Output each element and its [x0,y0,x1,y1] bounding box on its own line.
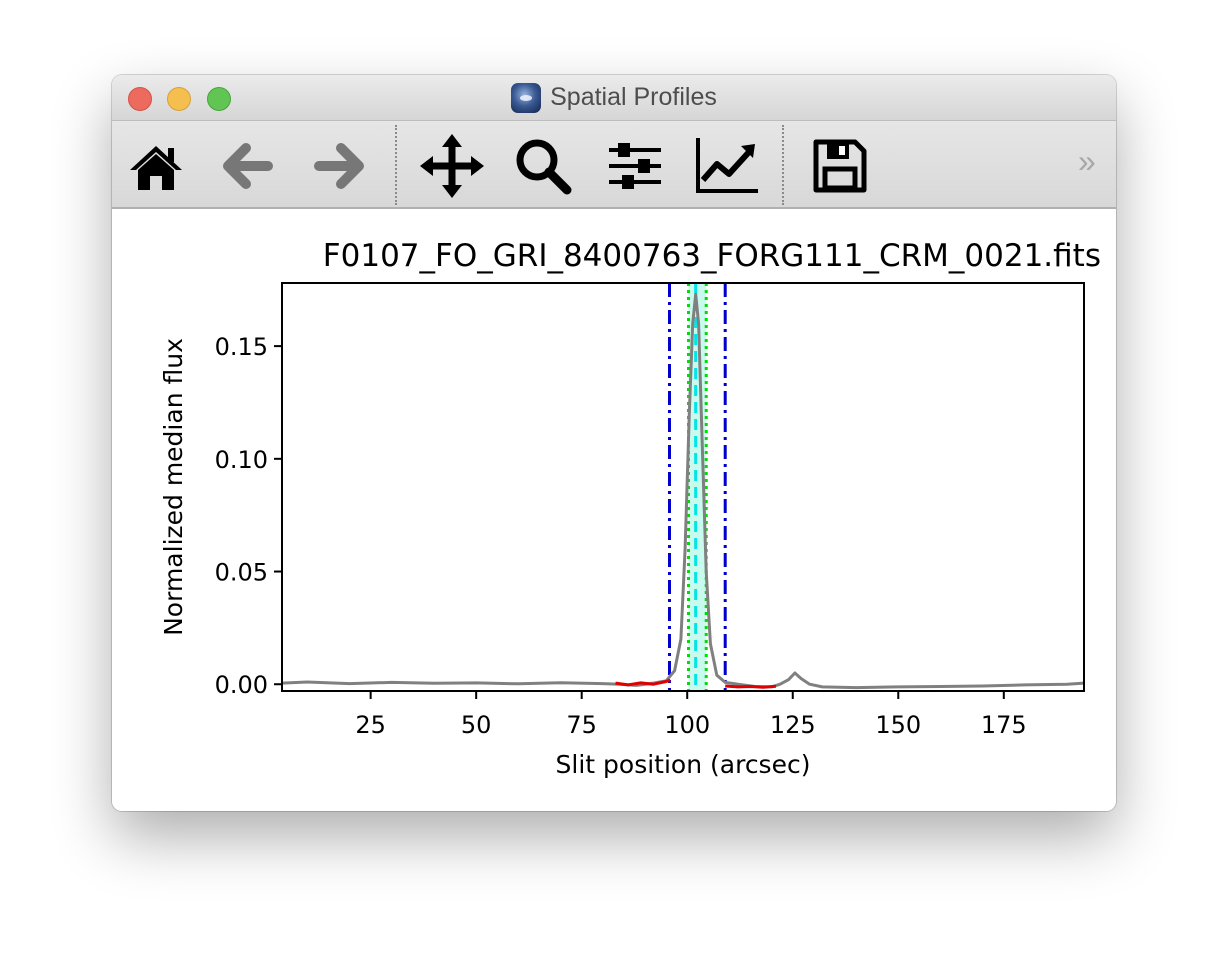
forward-button[interactable] [306,133,372,199]
y-tick-label: 0.05 [215,559,268,587]
back-button[interactable] [215,133,281,199]
x-tick-label: 125 [770,711,816,739]
subplots-button[interactable] [602,133,668,199]
y-tick-label: 0.00 [215,671,268,699]
window-title: Spatial Profiles [550,83,717,111]
x-tick-label: 100 [664,711,710,739]
x-tick-label: 50 [461,711,492,739]
toolbar-overflow-button[interactable]: » [1078,143,1096,179]
y-axis-ticks: 0.00 0.05 0.10 0.15 [215,333,282,699]
profile-series [281,292,1085,690]
x-tick-label: 75 [566,711,597,739]
axes-frame [281,282,1085,692]
line-chart-icon [696,138,758,193]
x-axis-ticks: 25 50 75 100 125 150 175 [355,691,1027,739]
close-window-button[interactable] [128,87,152,111]
toolbar-separator [395,125,397,205]
floppy-disk-icon [813,139,867,193]
navigation-toolbar: » [112,121,1116,209]
zoom-window-button[interactable] [207,87,231,111]
background-right-line [725,684,777,689]
profile-line [281,292,1085,690]
chart-title: F0107_FO_GRI_8400763_FORG111_CRM_0021.fi… [323,238,1101,274]
app-icon [511,82,542,113]
y-axis-label: Normalized median flux [159,338,188,636]
pan-button[interactable] [419,133,485,199]
save-button[interactable] [807,133,873,199]
zoom-button[interactable] [510,133,576,199]
home-button[interactable] [123,133,189,199]
move-icon [420,134,484,198]
axes-button[interactable] [694,133,760,199]
background-left-line [615,678,671,687]
window-title-group: Spatial Profiles [112,75,1116,120]
y-tick-label: 0.10 [215,446,268,474]
spatial-profiles-window: Spatial Profiles [112,75,1116,811]
title-bar: Spatial Profiles [112,75,1116,121]
home-icon [130,146,182,190]
x-tick-label: 150 [875,711,921,739]
minimize-window-button[interactable] [167,87,191,111]
spatial-profile-chart[interactable]: 25 50 75 100 125 150 175 0.00 0.05 0.10 0.15 F010… [112,209,1116,811]
sliders-icon [609,143,661,189]
arrow-right-icon [314,143,364,189]
arrow-left-icon [223,143,273,189]
magnifier-icon [516,139,572,195]
figure-canvas[interactable]: 25 50 75 100 125 150 175 0.00 0.05 0.10 0.15 F010… [112,209,1116,811]
x-tick-label: 25 [355,711,386,739]
x-axis-label: Slit position (arcsec) [556,750,811,779]
x-tick-label: 175 [981,711,1027,739]
toolbar-separator [782,125,784,205]
y-tick-label: 0.15 [215,333,268,361]
